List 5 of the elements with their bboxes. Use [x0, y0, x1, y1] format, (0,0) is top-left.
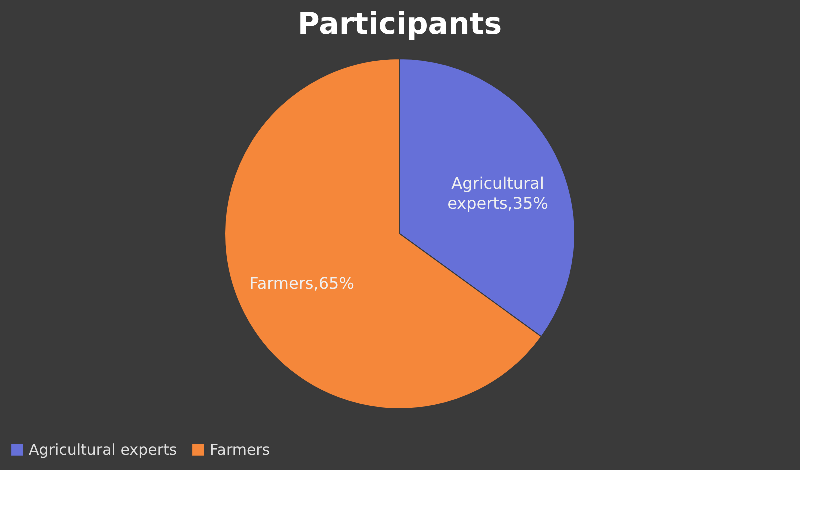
data-label: Agricultural experts,35% [448, 174, 548, 214]
legend-label: Farmers [210, 440, 270, 459]
chart-title: Participants [298, 7, 502, 42]
data-label: Farmers,65% [250, 274, 354, 293]
legend-label: Agricultural experts [29, 440, 178, 459]
